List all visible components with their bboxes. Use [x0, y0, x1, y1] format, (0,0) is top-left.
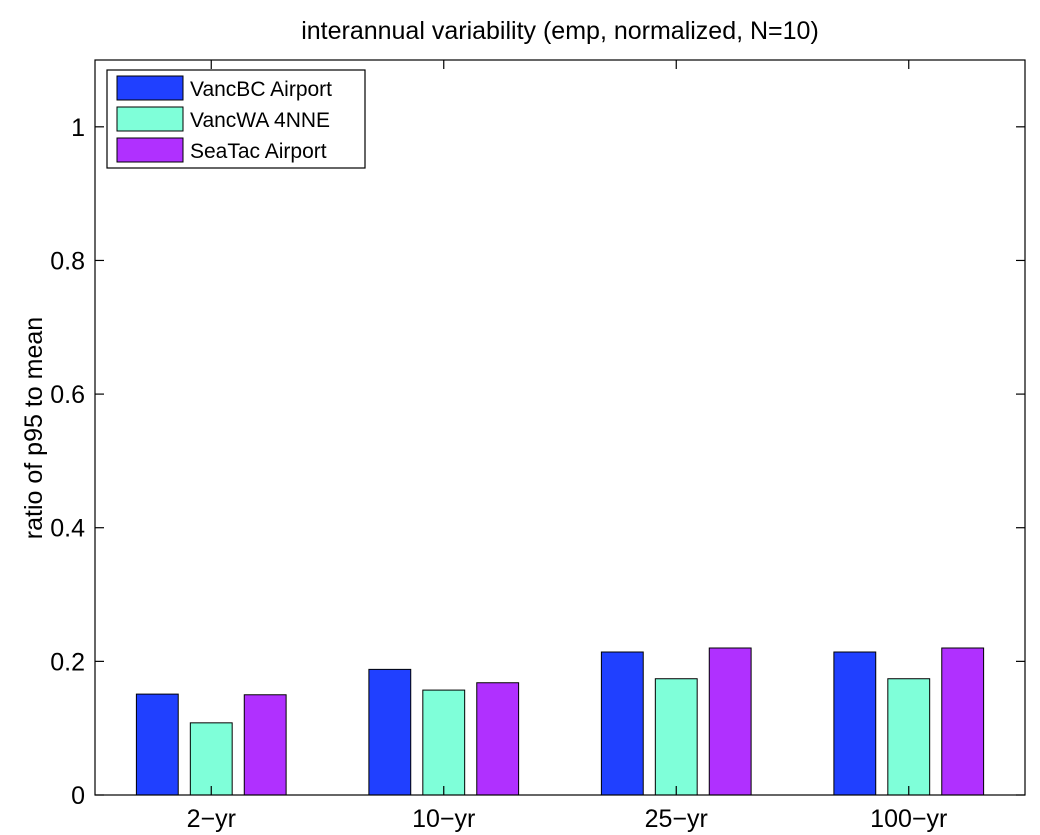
axes: 0 0.2 0.4 0.6 0.8 1 2−yr 10−yr 25−yr 100−yr — [50, 59, 1026, 833]
bars — [135, 647, 985, 796]
bar-1-1 — [135, 693, 179, 796]
legend-swatch — [116, 137, 184, 163]
bar-2-1 — [189, 722, 233, 796]
legend-swatch — [116, 106, 184, 132]
bar-3-4 — [941, 647, 985, 796]
x-tick-label: 10−yr — [412, 805, 475, 833]
y-tick-label: 0.2 — [50, 648, 85, 676]
y-axis-label: ratio of p95 to mean — [20, 317, 48, 539]
bar-2-3 — [654, 678, 698, 796]
x-tick-label: 100−yr — [870, 805, 947, 833]
bar-1-4 — [833, 651, 877, 796]
y-tick-label: 0.6 — [50, 381, 85, 409]
legend-label: VancBC Airport — [190, 78, 332, 101]
plot-frame — [94, 59, 1026, 796]
legend: VancBC Airport VancWA 4NNE SeaTac Airport — [106, 69, 366, 169]
bar-3-1 — [243, 694, 287, 796]
legend-label: SeaTac Airport — [190, 140, 327, 163]
x-tick-label: 2−yr — [187, 805, 236, 833]
x-tick-label: 25−yr — [645, 805, 708, 833]
legend-swatch — [116, 75, 184, 101]
y-tick-label: 0 — [71, 782, 85, 810]
bar-2-2 — [422, 689, 466, 796]
y-tick-label: 0.4 — [50, 515, 85, 543]
legend-label: VancWA 4NNE — [190, 109, 330, 132]
chart-title: interannual variability (emp, normalized… — [301, 17, 819, 45]
bar-3-2 — [476, 682, 520, 796]
bar-1-3 — [600, 651, 644, 796]
bar-2-4 — [887, 678, 931, 796]
y-tick-label: 0.8 — [50, 247, 85, 275]
bar-3-3 — [708, 647, 752, 796]
y-tick-label: 1 — [71, 114, 85, 142]
bar-1-2 — [368, 668, 412, 796]
